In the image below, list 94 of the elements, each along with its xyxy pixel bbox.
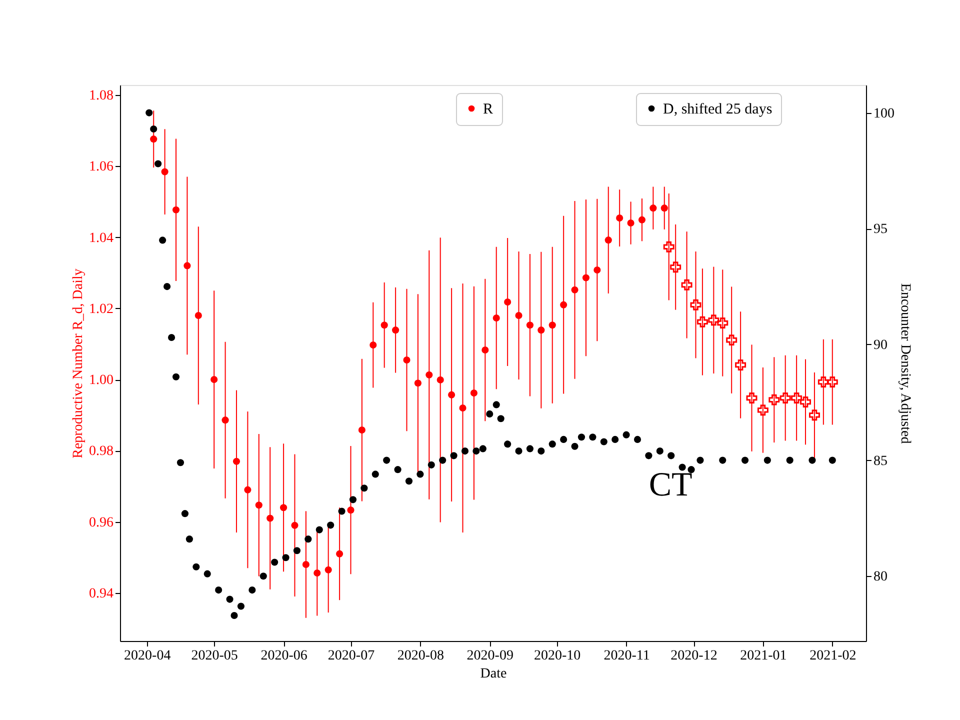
point [538, 326, 545, 334]
point [370, 342, 377, 349]
x-tick-label: 2020-07 [328, 648, 375, 664]
y-tick-label: 1.08 [89, 88, 114, 104]
point [492, 314, 500, 322]
x-tick-label: 2020-12 [670, 648, 718, 664]
point [504, 298, 512, 306]
point [582, 274, 590, 282]
point [436, 376, 444, 384]
point [696, 316, 708, 328]
point [560, 301, 568, 308]
point [280, 504, 288, 512]
point [358, 426, 366, 434]
point [594, 266, 601, 274]
point [347, 506, 354, 514]
point [663, 241, 674, 252]
y2-tick-label: 95 [874, 222, 888, 238]
point [818, 376, 829, 388]
y-tick-label: 1.04 [89, 230, 114, 246]
x-tick-label: 2020-09 [466, 648, 514, 664]
point [650, 204, 657, 212]
y2-tick-label: 90 [874, 338, 888, 353]
y-tick-label: 0.98 [89, 444, 114, 460]
point [726, 334, 738, 346]
legend-label: R [483, 102, 494, 118]
point [255, 502, 262, 509]
point [210, 376, 218, 384]
point [403, 356, 410, 364]
point [244, 486, 252, 494]
x-tick-label: 2021-02 [810, 648, 856, 664]
point [717, 317, 728, 328]
point [459, 404, 466, 412]
point [172, 206, 180, 214]
y-tick-label: 1.06 [89, 160, 114, 175]
point [150, 136, 158, 143]
point [302, 560, 310, 568]
point [808, 410, 820, 421]
point [194, 312, 202, 320]
point [791, 392, 802, 404]
x-tick-label: 2021-01 [740, 648, 787, 664]
point [414, 380, 422, 387]
point [482, 346, 489, 354]
point [222, 416, 229, 424]
y-tick-label: 0.96 [89, 515, 114, 530]
point [571, 286, 578, 294]
y-tick-label: 0.94 [89, 586, 114, 602]
y2-axis-title: Encounter Density, Adjusted [898, 283, 912, 444]
y2-tick-label: 80 [874, 570, 888, 585]
x-tick-label: 2020-10 [534, 648, 581, 664]
point [548, 322, 556, 329]
point [780, 392, 791, 404]
point [291, 522, 298, 529]
y2-tick-label: 85 [874, 454, 888, 469]
y-tick-label: 1.02 [89, 302, 114, 317]
x-tick-label: 2020-04 [124, 648, 171, 664]
x-axis-title: Date [480, 666, 507, 682]
point [184, 262, 191, 270]
point [392, 326, 400, 334]
point [735, 359, 746, 370]
point [757, 404, 768, 416]
point [768, 394, 780, 406]
x-tick-label: 2020-06 [260, 648, 308, 664]
point [336, 550, 344, 558]
point [266, 514, 274, 522]
legend-label: D, shifted 25 days [663, 102, 772, 118]
y-axis-title: Reproductive Number R_d, Daily [71, 268, 86, 458]
x-tick-label: 2020-05 [191, 648, 238, 664]
point [708, 314, 720, 326]
point [690, 299, 702, 310]
point [681, 279, 692, 290]
point [232, 458, 240, 465]
point [604, 236, 612, 244]
point [800, 396, 812, 408]
point [616, 214, 624, 222]
point [448, 391, 456, 398]
point [470, 390, 478, 397]
point [515, 312, 522, 320]
y-tick-label: 1.00 [89, 373, 114, 388]
point [660, 204, 668, 212]
annotation: CT [648, 466, 692, 504]
y2-tick-label: 100 [874, 106, 894, 122]
point [746, 392, 758, 404]
point [638, 216, 646, 224]
point [426, 371, 433, 378]
point [526, 322, 534, 329]
point [324, 566, 332, 574]
point [314, 570, 321, 577]
point [627, 219, 634, 227]
point [670, 262, 682, 273]
point [161, 168, 168, 176]
point [380, 322, 388, 329]
x-tick-label: 2020-11 [604, 648, 650, 664]
point [826, 376, 838, 388]
x-tick-label: 2020-08 [397, 648, 444, 664]
